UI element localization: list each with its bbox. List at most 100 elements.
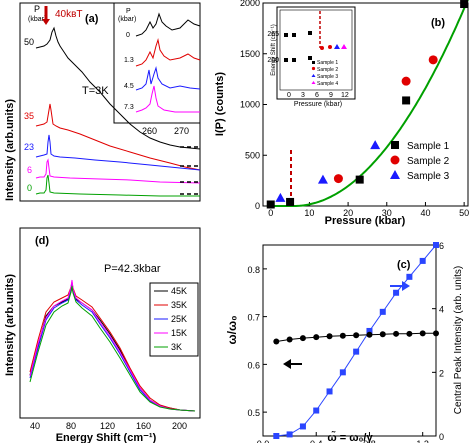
panel-d-legend: 45K 35K 25K 15K 3K [149,282,199,357]
panel-c-intensity-point [419,257,426,264]
panel-c-xtick-label: 1.2 [416,439,429,443]
panel-b-xlabel: Pressure (kbar) [325,215,406,227]
panel-b-inset-xtick-6: 6 [315,92,319,99]
panel-c-xlabel: ω̃ = ω₀/γ [327,431,373,443]
panel-d-label: (d) [35,235,49,247]
panel-b-inset-ytick-265: 265 [267,31,279,38]
panel-b-point-sample1 [402,96,411,105]
panel-d-legend-25K: 25K [171,314,187,324]
panel-b-markers [266,0,469,209]
panel-c-ytick-label: 0.7 [247,313,260,323]
panel-b-ytick-label: 2000 [240,0,260,8]
panel-b-inset-xtick-9: 9 [329,92,333,99]
panel-b-inset-points [284,31,347,62]
panel-c-omega-point [379,331,386,338]
panel-b-yticks: 0 500 1000 1500 2000 [240,0,267,211]
panel-d-annotation: P=42.3kbar [104,263,161,275]
panel-d-spectrum-3K [29,285,196,412]
panel-b-legend: Sample 1 Sample 2 Sample 3 [390,141,450,182]
panel-c-omega-point [366,331,373,338]
panel-b-inset-legend-3: Sample 3 [317,74,338,80]
panel-c-omega-point [313,334,320,341]
panel-c-ytick-right-label: 0 [439,432,444,442]
panel-b-point-sample1 [286,197,295,206]
panel-b-inset-xtick-12: 12 [341,92,349,99]
panel-b-point-sample2 [333,174,343,184]
panel-a: (a) P (kbar) 40kʙT T=3K 50 35 23 6 0 P (… [4,2,201,202]
panel-b-inset-legend-1: Sample 1 [317,60,338,66]
panel-a-inset-spectrum-7-3 [135,85,200,113]
panel-d-xticks: 40 80 120 160 200 [30,421,187,431]
panel-b-xtick-label: 20 [343,208,353,218]
panel-c-ytick-label: 0.6 [247,360,260,370]
panel-a-spectrum-50 [35,26,201,150]
panel-c-omega-point [273,338,280,345]
panel-c-ytick-label: 0.5 [247,408,260,418]
panel-c-label: (c) [397,259,411,271]
panel-c-ytick-label: 0.8 [247,265,260,275]
panel-d: (d) P=42.3kbar 45K 35K 25K 15K 3K 40 80 … [4,227,201,443]
panel-a-series-label-23: 23 [24,142,34,152]
panel-a-inset-p-label: P [126,8,131,15]
panel-b-inset-legend-2: Sample 2 [317,67,338,73]
panel-c-omega-point [433,330,439,337]
panel-c-intensity-point [313,407,320,414]
panel-c-omega-point [406,330,413,337]
panel-c-omega-point [339,332,346,339]
panel-a-baseline-dashes [180,146,198,195]
panel-d-legend-15K: 15K [171,328,187,338]
panel-a-inset-spectrum-0 [135,12,201,37]
panel-b-point-sample1 [355,175,364,184]
panel-a-series-label-0: 0 [27,183,32,193]
panel-c-ytick-right-label: 6 [439,241,444,251]
panel-a-inset-xtick-260: 260 [142,126,157,136]
panel-a-frame [19,2,201,202]
panel-b-ytick-label: 1500 [240,49,260,59]
panel-c-omega-point [393,330,400,337]
panel-c-intensity-point [366,327,373,334]
panel-d-spectrum-15K [29,279,196,412]
panel-b-inset-plot [279,9,353,91]
panel-a-inset-label-7-3: 7.3 [124,104,134,111]
panel-a-kbt-label: 40kʙT [55,9,83,20]
panel-c-intensity-point [406,273,413,280]
panel-c-ytick-right-label: 4 [439,305,444,315]
panel-a-spectrum-23 [35,134,201,171]
panel-c-intensity-point [353,348,360,355]
panel-b-xtick-label: 40 [420,208,430,218]
panel-b-legend-marker-sample1 [391,141,399,149]
panel-c-intensity-point [379,308,386,315]
panel-b-point-sample3 [275,192,286,202]
panel-c-yticks-right: 0 2 4 6 [432,241,444,442]
panel-b-xtick-label: 0 [268,208,273,218]
panel-b-xtick-label: 30 [382,208,392,218]
panel-c-xtick-label: 0.4 [310,439,323,443]
panel-c-ytick-right-label: 2 [439,368,444,378]
panel-c-intensity-point [299,423,306,430]
panel-b-point-sample3 [317,174,328,184]
panel-c-intensity-point [339,369,346,376]
panel-a-red-arrow-head [42,19,50,25]
panel-a-label: (a) [85,13,99,25]
panel-a-spectrum-6 [35,158,201,184]
panel-a-inset-label-0: 0 [126,32,130,39]
panel-c-yticks-left: 0.5 0.6 0.7 0.8 [247,265,267,418]
panel-a-inset-xtick-270: 270 [174,126,189,136]
panel-c-intensity-point [433,242,439,248]
panel-a-inset: P (kbar) 0 1.3 4.5 7.3 260 270 [113,2,201,136]
panel-b-point-sample2 [428,55,438,65]
panel-b-point-sample1 [266,200,275,209]
panel-c-right-arrow [390,281,410,291]
panel-b-legend-sample1: Sample 1 [407,141,450,152]
panel-b-label: (b) [431,17,445,29]
panel-a-kbar-label: (kbar) [28,16,46,23]
panel-c-omega-point [326,333,333,340]
panel-d-xtick-80: 80 [66,421,76,431]
panel-b-ytick-label: 500 [245,150,260,160]
panel-c: (c) 0.5 0.6 0.7 0.8 0 2 4 6 0.0 0.4 0.8 1.2 ω̃ = … [225,241,464,443]
panel-a-inset-label-4-5: 4.5 [124,83,134,90]
panel-b-xtick-label: 10 [304,208,314,218]
panel-b-point-sample1 [460,0,469,9]
